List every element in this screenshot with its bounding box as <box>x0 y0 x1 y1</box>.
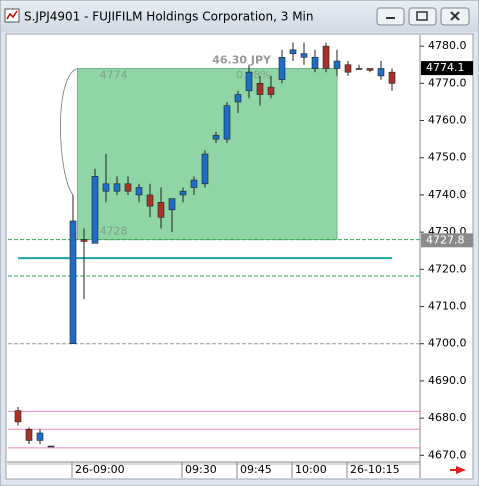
candle-body <box>344 64 352 73</box>
measure-change: 46.30 JPY <box>212 53 272 66</box>
candle-body <box>355 68 363 70</box>
x-tick-label: 09:30 <box>185 463 217 476</box>
price-label-box <box>421 61 473 76</box>
measure-top-label: 4774 <box>100 68 128 81</box>
x-tick-label: 26-10:15 <box>350 463 400 476</box>
y-tick-label: 4680.0 <box>428 411 467 424</box>
y-tick-label: 4780.0 <box>428 39 467 52</box>
measure-bottom-label: 4728 <box>100 225 128 238</box>
candle-body <box>146 194 154 207</box>
candle-body <box>201 153 209 185</box>
window-title: S.JPJ4901 - FUJIFILM Holdings Corporatio… <box>24 10 314 24</box>
candle-body <box>124 183 132 192</box>
y-tick-label: 4690.0 <box>428 374 467 387</box>
scroll-arrow[interactable] <box>450 466 466 474</box>
candle-body <box>212 135 220 140</box>
x-tick-label: 09:45 <box>240 463 272 476</box>
candle-body <box>245 71 253 92</box>
candle-body <box>135 187 143 196</box>
candle-body <box>311 57 319 69</box>
candle-body <box>91 176 99 244</box>
candle-body <box>267 86 275 95</box>
candle-body <box>223 105 231 140</box>
candle-body <box>25 428 33 441</box>
candle-body <box>113 183 121 192</box>
y-tick-label: 4740.0 <box>428 188 467 201</box>
candle-body <box>388 71 396 84</box>
candle-body <box>36 432 44 441</box>
candle-body <box>190 179 198 188</box>
price-label: 4727.8 <box>426 233 465 246</box>
candle-body <box>377 68 385 77</box>
candle-body <box>322 45 330 69</box>
app-icon <box>4 8 20 23</box>
x-tick-label: 10:00 <box>295 463 327 476</box>
candle-body <box>179 190 187 196</box>
y-tick-label: 4760.0 <box>428 114 467 127</box>
candle-body <box>168 198 176 211</box>
candle-body <box>47 445 55 448</box>
candle-body <box>102 183 110 192</box>
candle-body <box>333 60 341 69</box>
y-tick-label: 4670.0 <box>428 448 467 461</box>
candle-body <box>256 83 264 95</box>
candle-body <box>14 410 22 423</box>
candle-body <box>157 202 165 218</box>
candle-body <box>69 220 77 345</box>
candle-body <box>289 49 297 54</box>
price-label-box <box>421 233 473 248</box>
restore-button[interactable] <box>408 7 437 26</box>
candle-body <box>366 68 374 71</box>
y-tick-label: 4700.0 <box>428 337 467 350</box>
y-tick-label: 4710.0 <box>428 300 467 313</box>
minimize-button[interactable] <box>376 7 405 26</box>
candle-body <box>80 239 88 242</box>
measure-percent: 0.98% <box>236 68 271 81</box>
x-tick-label: 26-09:00 <box>75 463 125 476</box>
y-tick-label: 4750.0 <box>428 151 467 164</box>
measure-connector <box>60 68 78 196</box>
candle-body <box>300 53 308 58</box>
price-label: 4774.1 <box>426 61 465 74</box>
y-tick-label: 4720.0 <box>428 262 467 275</box>
candle-body <box>234 94 242 103</box>
candle-body <box>278 57 286 80</box>
close-button[interactable] <box>440 7 470 26</box>
y-tick-label: 4770.0 <box>428 76 467 89</box>
